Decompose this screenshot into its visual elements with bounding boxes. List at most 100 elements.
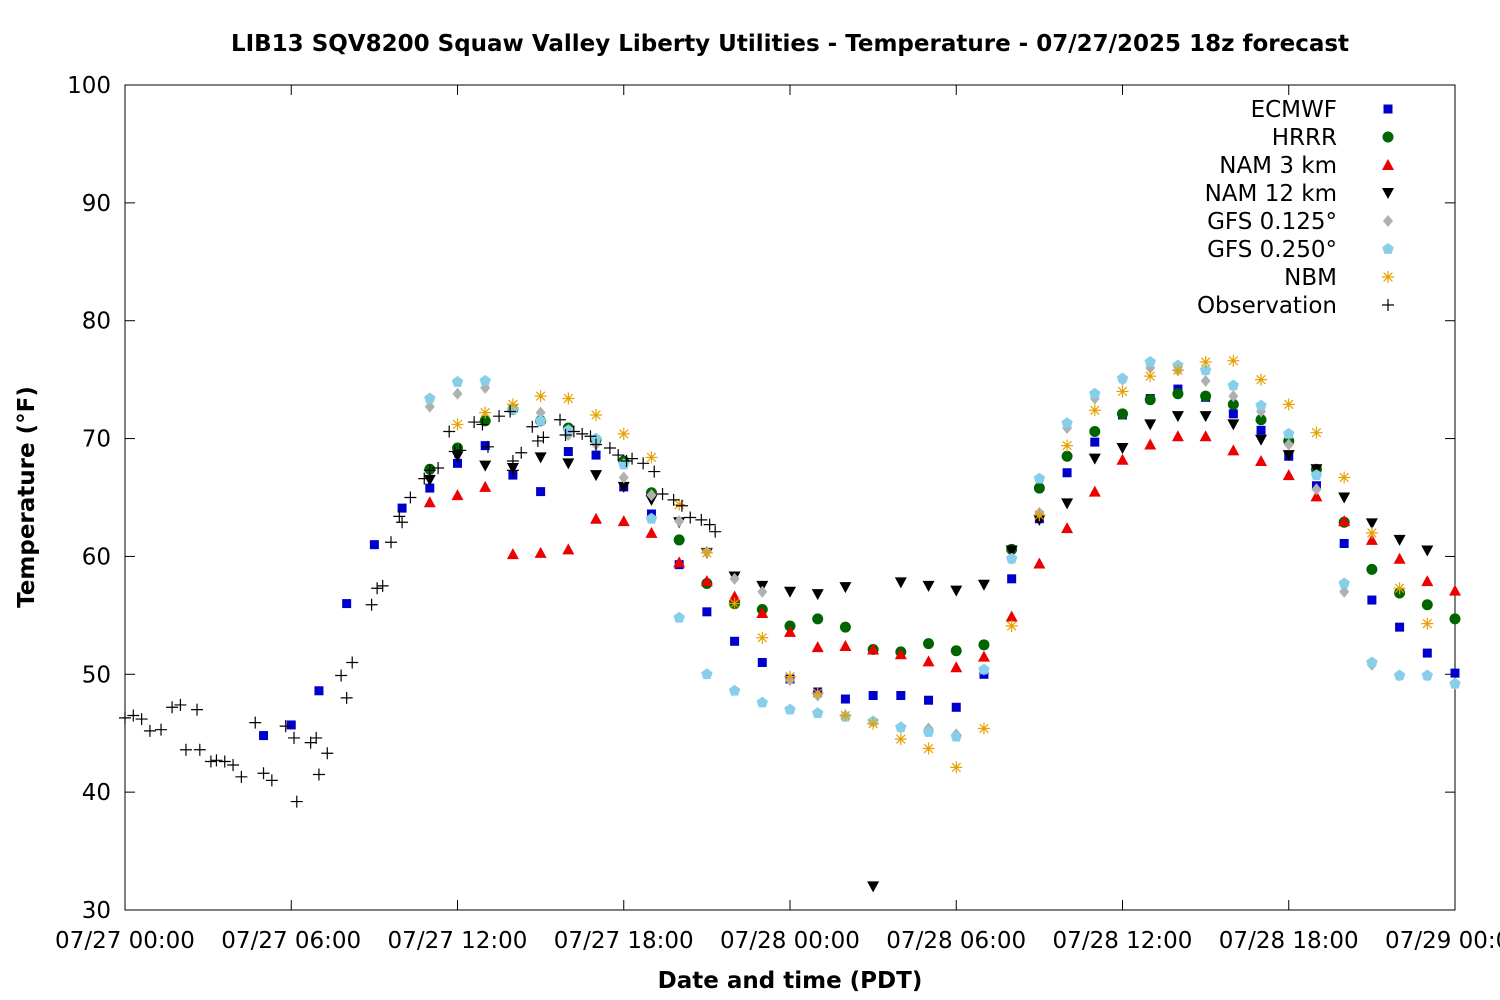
data-point [757,658,767,667]
data-point [227,759,240,772]
data-point [656,487,669,500]
data-point [179,743,192,756]
data-point [618,471,629,484]
data-point [265,774,278,787]
data-point [1199,411,1212,423]
data-point [1117,408,1128,420]
data-point [702,607,712,617]
data-point [700,546,713,559]
data-point [950,585,963,597]
data-point [728,590,741,602]
data-point [1171,411,1184,423]
data-point [479,480,492,492]
data-point [1366,563,1378,575]
data-point [423,474,436,486]
data-point [645,451,658,464]
data-point [193,743,206,756]
data-point [1227,444,1240,456]
data-point [728,597,741,610]
data-point [1144,419,1157,431]
data-point [1061,417,1073,429]
data-point [453,458,462,468]
legend-marker [1382,131,1394,143]
data-point [922,742,935,755]
data-point [479,374,491,386]
data-point [1061,522,1074,534]
data-point [1283,427,1295,439]
data-point [922,726,935,737]
data-point [590,438,603,451]
data-point [894,733,907,746]
y-tick-label: 100 [67,73,111,99]
data-point [950,761,963,774]
data-point [978,663,990,675]
data-point [1338,471,1351,484]
data-point [393,510,406,523]
data-point [977,650,990,662]
data-point [951,702,961,712]
data-point [839,621,851,633]
legend-label: GFS 0.125° [1207,209,1337,235]
legend-item-nam-12-km: NAM 12 km [1205,181,1394,207]
data-point [506,548,519,560]
data-point [451,489,464,501]
data-point [451,376,464,387]
data-point [1310,490,1323,502]
y-tick-label: 40 [82,780,111,806]
data-point [423,464,436,477]
y-tick-label: 70 [82,427,111,453]
data-point [701,668,713,680]
data-point [1007,574,1017,584]
data-point [1005,610,1018,622]
data-point [1255,414,1267,426]
data-point [1255,399,1267,411]
data-point [1393,534,1406,546]
data-point [617,427,630,440]
data-point [385,536,397,549]
data-point [534,452,547,464]
data-point [1005,619,1018,632]
legend-item-nbm: NBM [1284,265,1394,291]
data-point [1227,379,1240,391]
data-point [867,717,880,730]
x-tick-label: 07/28 12:00 [1053,928,1193,954]
data-point [1116,385,1129,398]
legend-marker [1382,299,1394,311]
data-point [1088,404,1101,417]
data-point [620,454,633,467]
data-point [612,449,625,462]
x-tick-label: 07/28 00:00 [720,928,860,954]
data-point [1088,453,1101,465]
data-point [1144,370,1157,383]
data-point [424,400,435,413]
legend-item-hrrr: HRRR [1272,125,1394,151]
data-point [1421,617,1434,630]
data-point [757,585,768,598]
data-point [312,768,325,781]
data-point [397,503,407,513]
data-point [504,405,517,418]
data-point [365,598,378,611]
data-point [342,599,352,609]
legend-marker [1383,104,1393,114]
data-point [1033,557,1046,569]
data-point [1088,485,1101,497]
data-point [617,515,630,527]
chart-title: LIB13 SQV8200 Squaw Valley Liberty Utili… [231,31,1349,57]
data-point [1338,492,1351,504]
data-point [950,730,962,742]
data-point [127,709,140,722]
legend-label: NBM [1284,265,1337,291]
data-point [396,516,409,529]
y-tick-label: 90 [82,191,111,217]
x-tick-label: 07/29 00:00 [1385,928,1500,954]
data-point [576,427,589,440]
data-point [617,481,630,493]
y-tick-label: 80 [82,309,111,335]
data-point [894,577,907,589]
data-point [476,418,489,431]
data-point [559,429,572,442]
data-point [977,722,990,735]
